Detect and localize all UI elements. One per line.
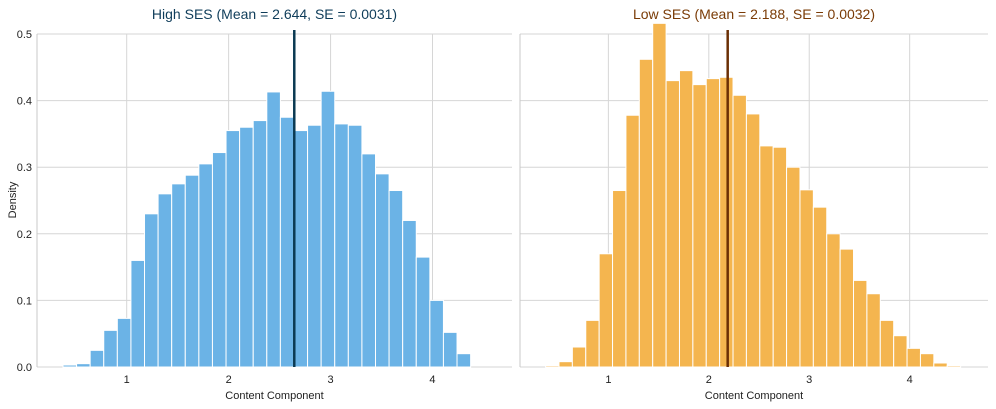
histogram-bar [893,335,908,368]
histogram-bar [919,353,935,368]
y-axis-label: Density [7,181,19,218]
histogram-bar [612,190,627,368]
histogram-bar [144,213,159,368]
high-ses-panel: 0.0 0.1 0.2 0.3 0.4 0.5 1 2 3 4 High SES (Mean = 2… [17,6,512,402]
histogram-bar [866,293,881,368]
y-tick-label: 0.0 [17,362,32,374]
x-tick-label: 4 [429,374,435,386]
histogram-bar [745,113,761,368]
histogram-bar [103,329,118,368]
histogram-bar [946,365,962,368]
histogram-bar [279,116,295,368]
histogram-bar [812,206,828,368]
histogram-bar [558,361,573,368]
histogram-bar [415,256,431,368]
histogram-bar [678,70,694,368]
histogram-bar [266,91,281,368]
histogram-bar [826,233,841,368]
histogram-bar [320,90,336,368]
histogram-bar [361,153,377,368]
low-ses-panel: 1 2 3 4 Low SES (Mean = 2.188, SE = 0.0032) C… [519,6,988,402]
histogram-bar [839,248,855,368]
y-tick-label: 0.1 [17,295,32,307]
histogram-bar [375,173,390,368]
histogram-bar [334,123,349,368]
histogram-bar [705,78,721,368]
histogram-bar [89,349,105,368]
histogram-bar [62,364,78,368]
histogram-bar [625,114,640,368]
histogram-bar [638,58,654,368]
histogram-bar [692,84,707,368]
histogram-bar [719,76,734,368]
histogram-bar [198,163,213,368]
histogram-bar [571,346,587,368]
histogram-bar [429,299,444,368]
y-tick-label: 0.3 [17,162,32,174]
histogram-bar [225,130,241,368]
histogram-bar [799,189,814,368]
histogram-bar [585,319,600,368]
histogram-bar [211,152,227,368]
histogram-bar [759,145,774,368]
histogram-bar [933,362,948,368]
histogram-bar [171,183,186,368]
panel-title: Low SES (Mean = 2.188, SE = 0.0032) [633,6,875,22]
histogram-bar [545,365,560,368]
x-tick-label: 1 [124,374,130,386]
histogram-bar [239,126,254,368]
x-tick-label: 3 [806,374,812,386]
x-axis-label: Content Component [705,390,803,402]
histogram-bar [293,130,309,368]
x-tick-label: 1 [605,374,611,386]
histogram-bar [402,219,417,368]
histogram-bar [732,94,747,368]
histogram-bar [786,166,801,368]
x-tick-label: 2 [706,374,712,386]
histogram-bar [772,146,788,368]
histogram-bar [879,319,895,368]
y-tick-label: 0.5 [17,29,32,41]
histogram-bar [307,124,322,368]
x-tick-label: 3 [327,374,333,386]
histogram-bar [116,317,132,368]
histogram-bar [130,259,146,368]
x-tick-label: 4 [907,374,913,386]
x-tick-label: 2 [226,374,232,386]
histogram-bar [252,120,268,368]
y-tick-label: 0.4 [17,96,32,108]
histogram-bar [76,363,91,368]
histogram-bar [184,174,200,368]
x-axis-label: Content Component [225,390,323,402]
histogram-bar [388,190,404,368]
histogram-bar [456,353,472,368]
panel-title: High SES (Mean = 2.644, SE = 0.0031) [152,6,397,22]
histogram-bar [665,80,680,368]
histogram-bar [906,347,921,368]
histogram-bar [442,331,458,368]
histogram-bar [347,124,363,368]
histogram-bar [652,22,667,368]
histogram-bar [157,193,173,368]
histogram-bar [598,253,614,368]
histogram-bar [853,279,868,368]
y-tick-label: 0.2 [17,229,32,241]
